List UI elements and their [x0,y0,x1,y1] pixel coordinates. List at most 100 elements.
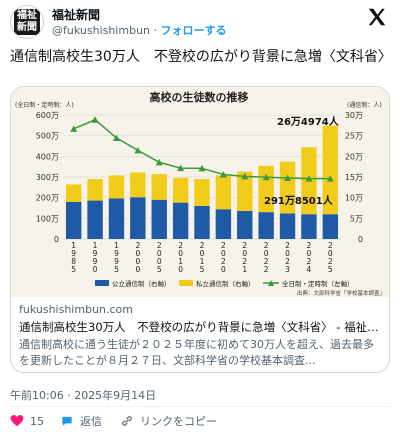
bar-public [279,213,296,239]
bar-public [322,214,339,239]
legend-private: 私立通信制（右軸） [196,279,255,288]
left-tick-label: 100万 [36,214,59,223]
right-tick-label: 5万 [350,214,363,223]
left-tick-label: 600万 [36,111,59,120]
copy-link-button[interactable]: リンクをコピー [120,412,217,430]
point-total [112,134,120,141]
bar-private [237,171,253,211]
separator-dot: · [153,24,158,37]
point-total [284,174,292,182]
bar-public [258,212,274,239]
handle-row: @fukushishimbun · フォローする [52,22,227,38]
point-total [326,175,334,182]
legend-triangle [268,280,274,286]
right-tick-label: 10万 [345,194,363,203]
bar-public [237,210,253,239]
left-axis-label: (全日制・定時制：人) [15,101,74,109]
bar-private [194,179,210,206]
bar-private [322,125,339,215]
card-title[interactable]: 通信制高校生30万人 不登校の広がり背景に急増〈文科省〉 - 福祉新... [19,320,383,334]
post-timestamp[interactable]: 午前10:06 · 2025年9月14日 [10,389,157,402]
bar-public [108,198,125,239]
legend-public: 公立通信制（右軸） [112,279,171,288]
x-logo-icon[interactable] [366,6,388,28]
avatar-text: 福祉 新聞 [17,10,37,33]
follow-button[interactable]: フォローする [160,24,227,37]
reply-button[interactable]: 返信 [60,412,102,430]
point-total [70,125,78,132]
point-total [177,164,185,172]
bar-public [130,197,146,239]
left-tick-label: 0 [54,235,59,244]
chart-source: 出典：文部科学省「学校基本調査」 [297,289,385,297]
left-tick-label: 400万 [36,152,59,161]
bar-public [301,214,317,239]
left-tick-label: 300万 [36,173,59,182]
chart-title: 高校の生徒数の推移 [150,90,249,104]
account-name[interactable]: 福祉新聞 [52,8,101,22]
avatar[interactable]: 福祉 新聞 [10,5,44,39]
right-tick-label: 30万 [345,111,363,120]
card-domain: fukushishimbun.com [19,303,133,316]
bar-private [65,184,82,202]
point-total [262,173,270,181]
bar-private [87,179,103,201]
post-header: 福祉 新聞 福祉新聞 @fukushishimbun · フォローする [0,0,400,44]
link-card[interactable]: 高校の生徒数の推移 (全日制・定時制：人) (通信制：人) 600万 500万 40… [10,86,390,373]
link-icon [122,416,132,426]
bar-public [194,205,210,239]
bar-private [215,175,232,210]
chart-image: 高校の生徒数の推移 (全日制・定時制：人) (通信制：人) 600万 500万 40… [11,87,389,297]
reply-icon [62,416,72,426]
bar-private [130,172,146,198]
divider [10,406,390,407]
point-total [91,116,99,123]
annotation-fulltime-total: 291万8501人 [264,194,334,207]
point-total [241,172,249,180]
legend-swatch-public [95,280,109,286]
account-handle[interactable]: @fukushishimbun [52,24,151,37]
point-total [305,175,313,182]
left-tick-label: 500万 [36,132,59,141]
bar-private [151,174,167,200]
right-tick-label: 25万 [345,132,363,141]
card-description: 通信制高校に通う生徒が２０２５年度に初めて30万人を超え、過去最多を更新したこと… [19,338,374,367]
bar-public [172,202,189,239]
point-total [219,171,227,178]
avatar-logo: 福祉 新聞 [14,9,40,35]
chart-svg: 高校の生徒数の推移 (全日制・定時制：人) (通信制：人) 600万 500万 40… [15,90,385,297]
reply-label: 返信 [80,415,102,428]
like-button[interactable]: 15 [10,412,44,430]
bar-public [151,199,167,239]
point-total [134,146,142,154]
right-axis-label: (通信制：人) [347,101,382,109]
bar-public [65,201,82,239]
bar-public [87,200,103,239]
point-total [155,158,163,166]
tweet-text: 通信制高校生30万人 不登校の広がり背景に急増〈文科省〉 [10,49,392,65]
bar-private [172,177,189,203]
point-total [198,164,206,172]
like-count: 15 [30,414,44,428]
annotation-private-total: 26万4974人 [277,115,340,128]
left-tick-label: 200万 [36,194,59,203]
right-tick-label: 0 [358,235,363,244]
bar-private [279,161,296,214]
bar-private [108,175,125,199]
right-tick-label: 15万 [345,173,363,182]
right-tick-label: 20万 [345,152,363,161]
copy-link-label: リンクをコピー [140,415,217,428]
